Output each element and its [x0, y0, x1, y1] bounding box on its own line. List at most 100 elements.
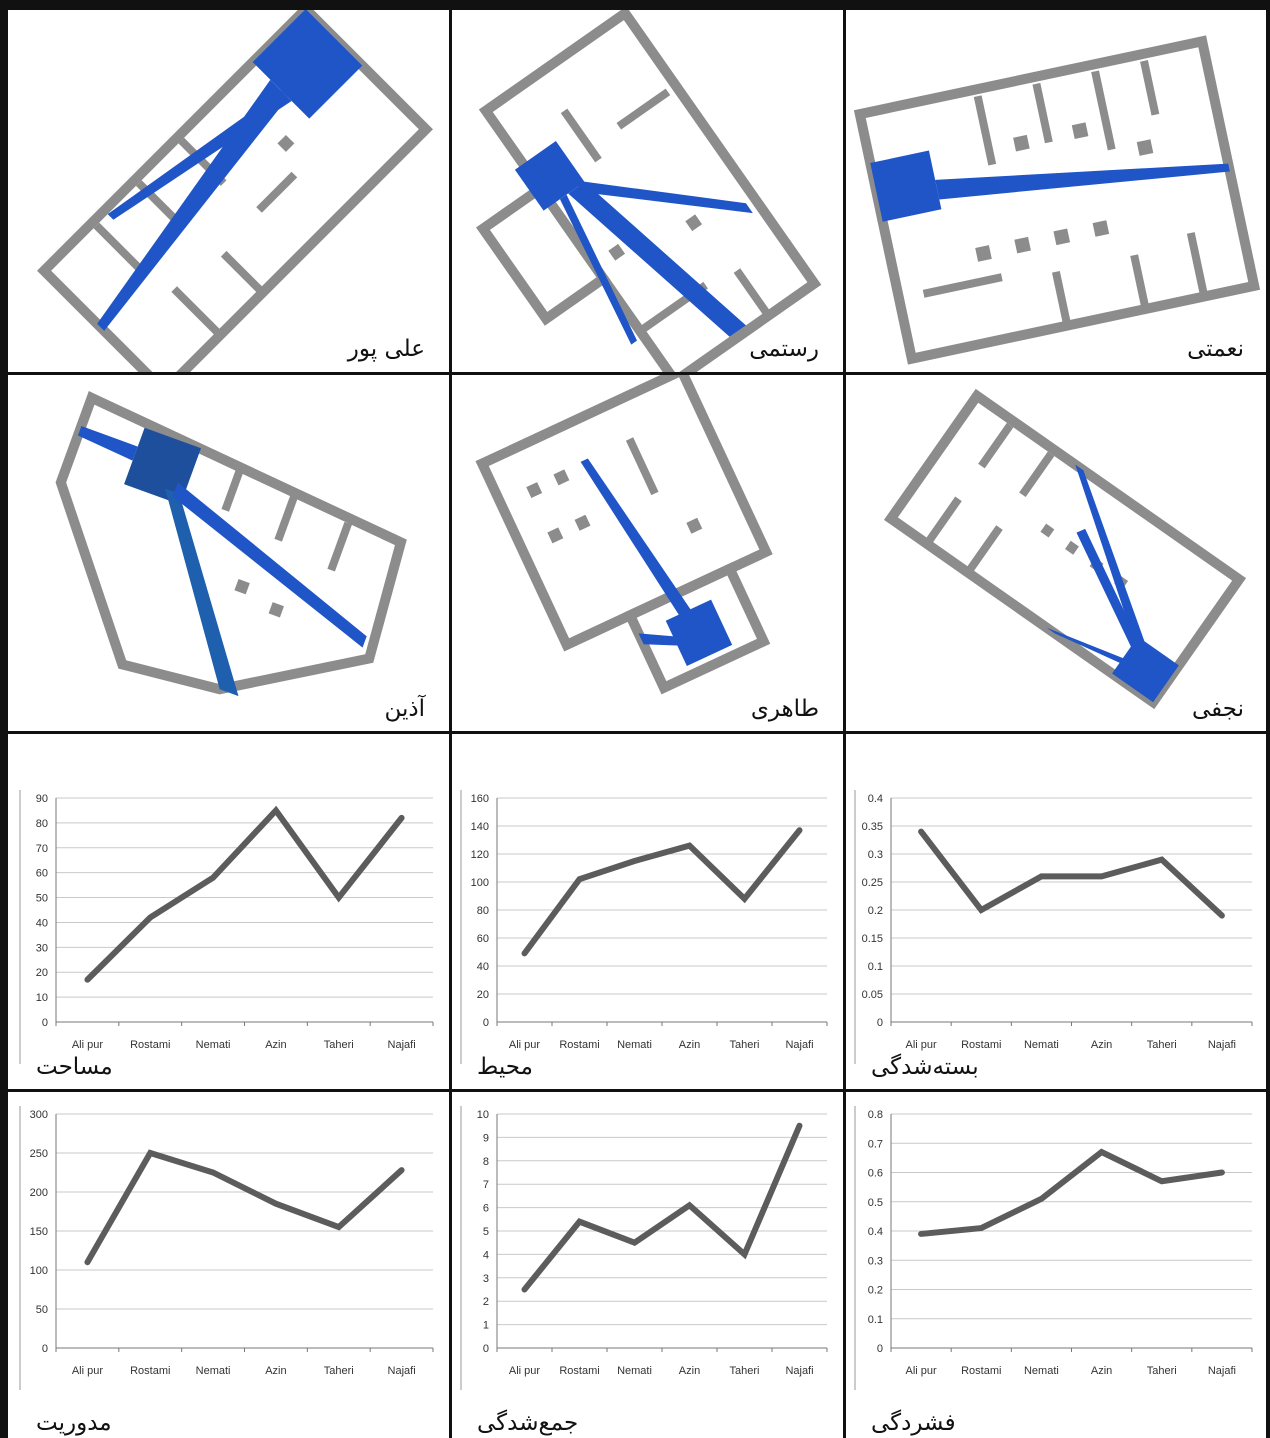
- x-tick-label: Ali pur: [72, 1365, 104, 1377]
- chart-area: 0 10 20 30 40 50 60 70 80 90 Ali pur Rostami Nemati A…: [19, 790, 434, 1064]
- chart-label-perimeter: محیط: [477, 1054, 533, 1080]
- chart-label-closure: بسته‌شدگی: [871, 1054, 979, 1080]
- plan-cell-taheri: طاهری: [451, 374, 845, 732]
- data-point: [148, 915, 152, 919]
- y-tick-label: 0: [42, 1343, 48, 1355]
- x-tick-label: Ali pur: [509, 1039, 541, 1051]
- data-point: [523, 951, 526, 955]
- floor-plan-taheri: [475, 374, 773, 695]
- x-tick-label: Najafi: [1208, 1039, 1236, 1051]
- y-tick-label: 0.4: [868, 793, 883, 805]
- x-tick-label: Azin: [1091, 1039, 1112, 1051]
- y-tick-label: 1: [483, 1320, 489, 1332]
- y-tick-label: 30: [36, 942, 48, 954]
- chart-cell-perimeter: 0 20 40 60 80 100 120 140 160 Ali pur Rostami Nemat…: [451, 734, 845, 1090]
- data-point: [1039, 1197, 1043, 1201]
- data-point: [400, 816, 404, 820]
- y-tick-label: 60: [477, 933, 489, 945]
- plan-label-rostami: رستمی: [749, 336, 819, 362]
- x-tick-label: Ali pur: [905, 1039, 937, 1051]
- x-tick-label: Nemati: [196, 1365, 231, 1377]
- x-tick-label: Rostami: [961, 1365, 1001, 1377]
- x-tick-label: Taheri: [1147, 1039, 1177, 1051]
- chart-compactness: 0 0.1 0.2 0.3 0.4 0.5 0.6 0.7 0.8 Ali pur Rostami N…: [854, 1106, 1253, 1390]
- x-tick-label: Ali pur: [509, 1365, 541, 1377]
- plan-label-alipur: علی پور: [347, 336, 425, 362]
- data-point: [743, 897, 746, 901]
- chart-contraction: 0 1 2 3 4 5 6 7 8 9 10 Ali pur Rostami Nemati Azin Tahe…: [460, 1106, 828, 1390]
- floor-plan-nemati: [853, 35, 1261, 365]
- y-tick-label: 0.4: [868, 1226, 883, 1238]
- y-tick-label: 0: [877, 1343, 883, 1355]
- floor-plan-azin: [55, 391, 407, 697]
- x-tick-label: Taheri: [324, 1039, 354, 1051]
- series-line: [918, 828, 1225, 919]
- y-tick-label: 0.1: [868, 961, 883, 973]
- data-point: [1220, 914, 1224, 918]
- y-tick-label: 7: [483, 1179, 489, 1191]
- y-tick-label: 0: [483, 1017, 489, 1029]
- y-tick-label: 0.5: [868, 1197, 883, 1209]
- data-point: [400, 1168, 404, 1172]
- x-tick-label: Taheri: [730, 1365, 760, 1377]
- y-tick-label: 0: [483, 1343, 489, 1355]
- chart-label-contraction: جمع‌شدگی: [477, 1410, 579, 1436]
- x-tick-label: Rostami: [559, 1365, 599, 1377]
- chart-label-roundness: مدوریت: [36, 1410, 112, 1436]
- chart-label-area: مساحت: [36, 1054, 113, 1080]
- x-tick-label: Rostami: [961, 1039, 1001, 1051]
- x-tick-label: Nemati: [617, 1365, 652, 1377]
- y-tick-label: 8: [483, 1156, 489, 1168]
- data-point: [1220, 1171, 1224, 1174]
- data-point: [578, 1220, 581, 1224]
- data-point: [578, 877, 581, 881]
- data-point: [1160, 1179, 1164, 1183]
- data-point: [688, 844, 691, 848]
- data-point: [1160, 858, 1164, 862]
- data-point: [274, 1202, 278, 1206]
- data-point: [633, 859, 636, 863]
- border-top: [0, 0, 1270, 10]
- y-tick-label: 100: [471, 877, 489, 889]
- plan-label-najafi: نجفی: [1191, 696, 1244, 722]
- y-tick-label: 40: [477, 961, 489, 973]
- plan-label-azin: آذین: [384, 696, 425, 722]
- x-tick-label: Taheri: [730, 1039, 760, 1051]
- data-point: [1039, 874, 1043, 878]
- y-tick-label: 6: [483, 1203, 489, 1215]
- data-point: [85, 978, 89, 982]
- y-tick-label: 250: [30, 1148, 48, 1160]
- y-tick-label: 100: [30, 1265, 48, 1277]
- data-point: [688, 1203, 691, 1207]
- y-tick-label: 160: [471, 793, 489, 805]
- data-point: [211, 876, 215, 880]
- y-tick-label: 0.25: [862, 877, 883, 889]
- data-point: [1100, 1150, 1104, 1154]
- floor-plan-rostami: [476, 10, 822, 372]
- x-tick-label: Rostami: [559, 1039, 599, 1051]
- y-tick-label: 4: [483, 1249, 489, 1261]
- data-point: [798, 1124, 801, 1128]
- plan-cell-nemati: نعمتی: [845, 10, 1270, 372]
- y-tick-label: 10: [477, 1109, 489, 1121]
- x-tick-label: Azin: [679, 1039, 700, 1051]
- y-tick-label: 0.15: [862, 933, 883, 945]
- data-point: [274, 808, 278, 812]
- x-tick-label: Rostami: [130, 1039, 170, 1051]
- data-point: [211, 1171, 215, 1174]
- x-tick-label: Najafi: [785, 1365, 813, 1377]
- chart-label-compactness: فشردگی: [871, 1410, 956, 1436]
- border-left: [0, 0, 8, 1438]
- series-line: [918, 1148, 1225, 1237]
- y-tick-label: 80: [36, 818, 48, 830]
- y-tick-label: 0.1: [868, 1314, 883, 1326]
- x-tick-label: Nemati: [1024, 1365, 1059, 1377]
- data-point: [979, 1226, 983, 1230]
- y-tick-label: 0.8: [868, 1109, 883, 1121]
- chart-cell-area: 0 10 20 30 40 50 60 70 80 90 Ali pur Rostami Nemati A…: [10, 734, 451, 1090]
- y-tick-label: 10: [36, 992, 48, 1004]
- y-tick-label: 0.2: [868, 1285, 883, 1297]
- x-tick-label: Nemati: [196, 1039, 231, 1051]
- series-line: [521, 1122, 803, 1293]
- data-point: [148, 1151, 152, 1155]
